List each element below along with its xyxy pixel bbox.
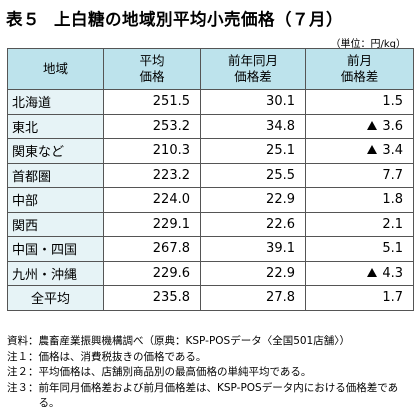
mom-value: 4.3 — [382, 265, 403, 281]
table-row: 中国・四国 267.8 39.1 5.1 — [7, 236, 414, 262]
cell-mom-diff: 3.4 — [305, 138, 414, 164]
header-text-line: 前月 — [346, 53, 372, 68]
cell-yoy-diff: 22.9 — [200, 260, 306, 286]
footnote-label: 注２： — [7, 366, 39, 378]
cell-mom-diff: 4.3 — [305, 260, 414, 286]
table-header: 地域 平均 価格 前年同月 価格差 前月 価格差 — [7, 48, 414, 90]
cell-price: 223.2 — [103, 162, 201, 188]
cell-region: 関東など — [7, 138, 104, 164]
cell-price: 267.8 — [103, 236, 201, 262]
cell-price: 224.0 — [103, 187, 201, 213]
header-text-line: 平均 — [139, 53, 165, 68]
cell-yoy-diff: 34.8 — [200, 113, 306, 139]
cell-region: 全平均 — [7, 285, 104, 311]
mom-value: 1.7 — [382, 290, 403, 306]
mom-value: 5.1 — [382, 241, 403, 257]
cell-mom-diff: 3.6 — [305, 113, 414, 139]
footnote-text: 平均価格は、店舗別商品別の最高価格の単純平均である。 — [38, 366, 312, 378]
table-row: 北海道 251.5 30.1 1.5 — [7, 89, 414, 115]
footnote-text: 価格は、消費税抜きの価格である。 — [38, 350, 207, 363]
cell-yoy-diff: 22.9 — [200, 187, 306, 213]
cell-price: 229.1 — [103, 211, 201, 237]
cell-price: 229.6 — [103, 260, 201, 286]
cell-mom-diff: 1.7 — [305, 285, 414, 311]
cell-region: 東北 — [7, 113, 104, 139]
footnotes: 資料： 農畜産業振興機構調べ（原典：KSP-POSデータ〈全国501店舗〉） 注１：… — [7, 334, 415, 412]
mom-value: 1.8 — [382, 192, 403, 208]
header-text-line: 価格差 — [234, 69, 272, 84]
cell-mom-diff: 1.5 — [305, 89, 414, 115]
cell-yoy-diff: 22.6 — [200, 211, 306, 237]
cell-mom-diff: 1.8 — [305, 187, 414, 213]
table-body: 北海道 251.5 30.1 1.5 東北 253.2 34.8 3.6 関東など 210.3 25… — [7, 89, 414, 311]
cell-region: 関西 — [7, 211, 104, 237]
cell-region: 中部 — [7, 187, 104, 213]
table-row: 東北 253.2 34.8 3.6 — [7, 113, 414, 139]
footnote-text: 農畜産業振興機構調べ（原典：KSP-POSデータ〈全国501店舗〉） — [38, 335, 351, 347]
mom-value: 3.4 — [382, 143, 403, 159]
price-table: 地域 平均 価格 前年同月 価格差 前月 価格差 北海道 251.5 30.1 1.5 東北 2… — [7, 48, 414, 311]
table-row: 関西 229.1 22.6 2.1 — [7, 211, 414, 237]
footnote: 注３： 前年同月価格差および前月価格差は、KSP-POSデータ内における価格差であ… — [7, 381, 415, 412]
header-mom-diff: 前月 価格差 — [305, 48, 414, 90]
cell-region: 中国・四国 — [7, 236, 104, 262]
cell-region: 北海道 — [7, 89, 104, 115]
decrease-triangle-icon — [367, 120, 378, 130]
footnote: 注２： 平均価格は、店舗別商品別の最高価格の単純平均である。 — [7, 365, 415, 381]
header-text-line: 前年同月 — [227, 53, 278, 68]
header-row: 地域 平均 価格 前年同月 価格差 前月 価格差 — [7, 48, 414, 90]
cell-yoy-diff: 25.1 — [200, 138, 306, 164]
table-row: 中部 224.0 22.9 1.8 — [7, 187, 414, 213]
total-row: 全平均 235.8 27.8 1.7 — [7, 285, 414, 311]
decrease-triangle-icon — [367, 267, 378, 277]
table-row: 首都圏 223.2 25.5 7.7 — [7, 162, 414, 188]
table-row: 九州・沖縄 229.6 22.9 4.3 — [7, 260, 414, 286]
footnote-label: 注１： — [7, 350, 39, 363]
footnote: 資料： 農畜産業振興機構調べ（原典：KSP-POSデータ〈全国501店舗〉） — [7, 334, 415, 350]
table-row: 関東など 210.3 25.1 3.4 — [7, 138, 414, 164]
mom-value: 7.7 — [382, 167, 403, 183]
cell-yoy-diff: 30.1 — [200, 89, 306, 115]
cell-yoy-diff: 25.5 — [200, 162, 306, 188]
cell-mom-diff: 2.1 — [305, 211, 414, 237]
header-text-line: 価格差 — [340, 69, 379, 84]
table-title: 表５ 上白糖の地域別平均小売価格（７月） — [6, 6, 343, 29]
unit-label: （単位：円/kg） — [330, 39, 406, 50]
footnote-label: 資料： — [7, 335, 39, 347]
mom-value: 3.6 — [382, 118, 403, 134]
cell-mom-diff: 5.1 — [305, 236, 414, 262]
table-title-text: 上白糖の地域別平均小売価格（７月） — [54, 10, 343, 29]
cell-region: 九州・沖縄 — [7, 260, 104, 286]
mom-value: 2.1 — [382, 216, 403, 232]
cell-mom-diff: 7.7 — [305, 162, 414, 188]
footnote-label: 注３： — [7, 381, 39, 394]
cell-price: 210.3 — [103, 138, 201, 164]
cell-price: 253.2 — [103, 113, 201, 139]
footnote-text: 前年同月価格差および前月価格差は、KSP-POSデータ内における価格差である。 — [38, 381, 399, 410]
header-text-line: 価格 — [139, 69, 165, 84]
cell-price: 251.5 — [103, 89, 201, 115]
cell-region: 首都圏 — [7, 162, 104, 188]
cell-yoy-diff: 39.1 — [200, 236, 306, 262]
mom-value: 1.5 — [382, 94, 403, 110]
header-price: 平均 価格 — [103, 48, 201, 90]
table-number: 表５ — [6, 10, 40, 29]
header-yoy-diff: 前年同月 価格差 — [200, 48, 306, 90]
header-region: 地域 — [7, 48, 104, 90]
footnote: 注１： 価格は、消費税抜きの価格である。 — [7, 350, 415, 366]
cell-price: 235.8 — [103, 285, 201, 311]
cell-yoy-diff: 27.8 — [200, 285, 306, 311]
decrease-triangle-icon — [367, 145, 378, 155]
header-text-line: 地域 — [42, 61, 68, 76]
